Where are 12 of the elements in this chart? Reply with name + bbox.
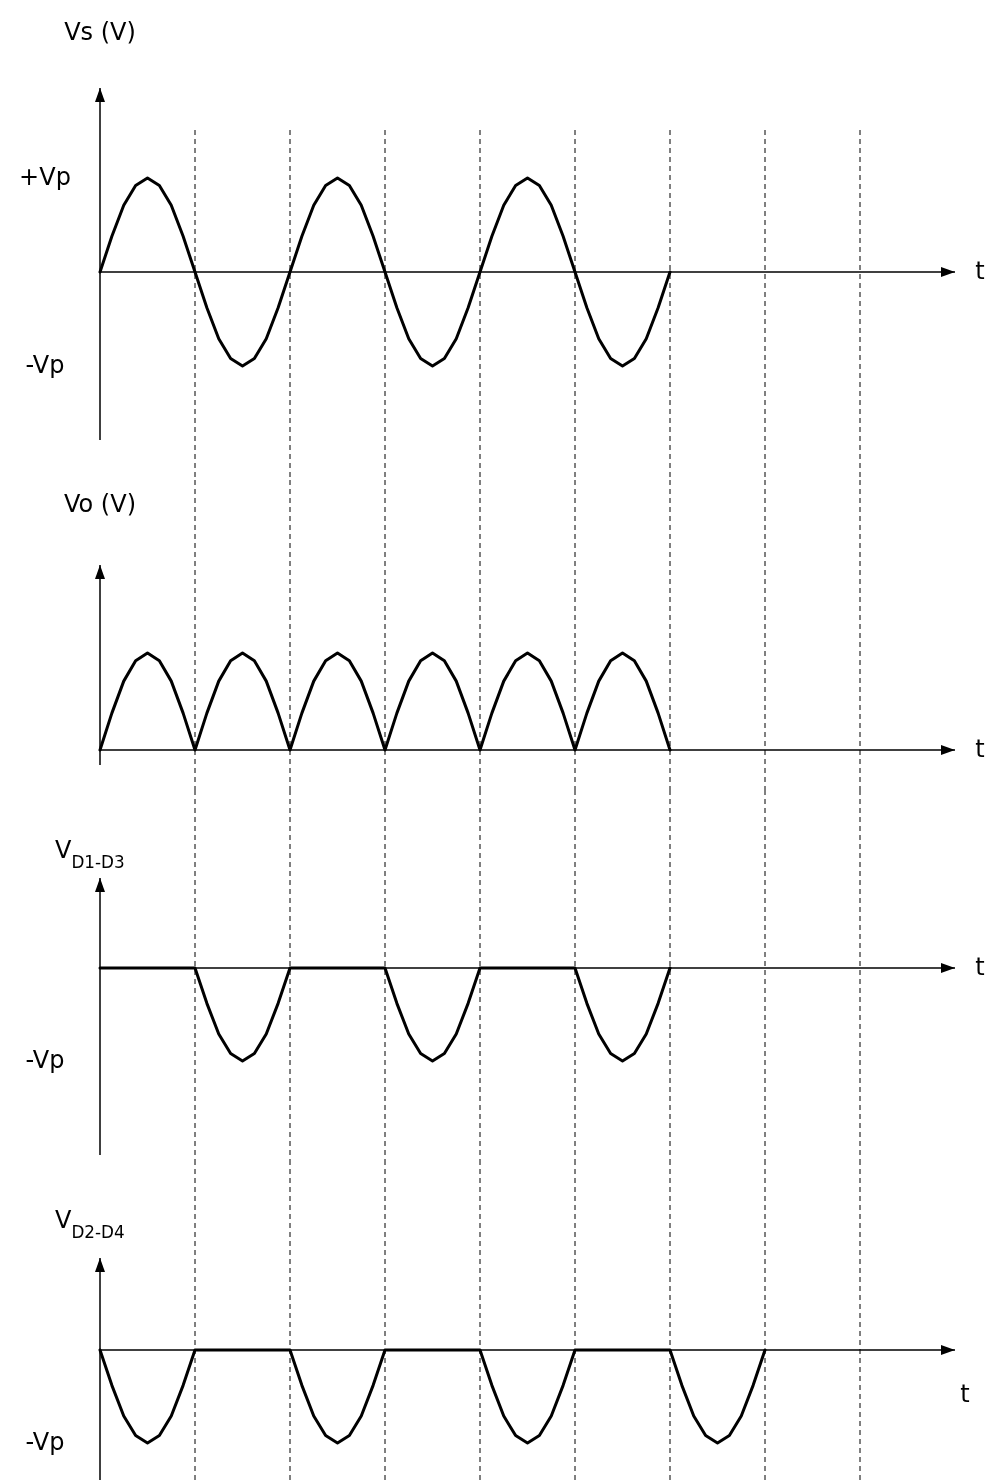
x-axis-title: t [975,257,985,285]
x-axis-title: t [960,1380,970,1408]
text: +Vp [19,163,71,191]
text: -Vp [25,351,65,379]
x-axis-title: t [975,735,985,763]
y-axis-title: Vo (V) [63,490,137,518]
y-axis-title: Vs (V) [64,18,136,46]
x-axis-title: t [975,953,985,981]
y-axis-title: V$_{D2-D4}$ [55,1206,125,1242]
y-axis-title: V$_{D1-D3}$ [55,836,125,872]
text: -Vp [25,1428,65,1456]
text: -Vp [25,1046,65,1074]
